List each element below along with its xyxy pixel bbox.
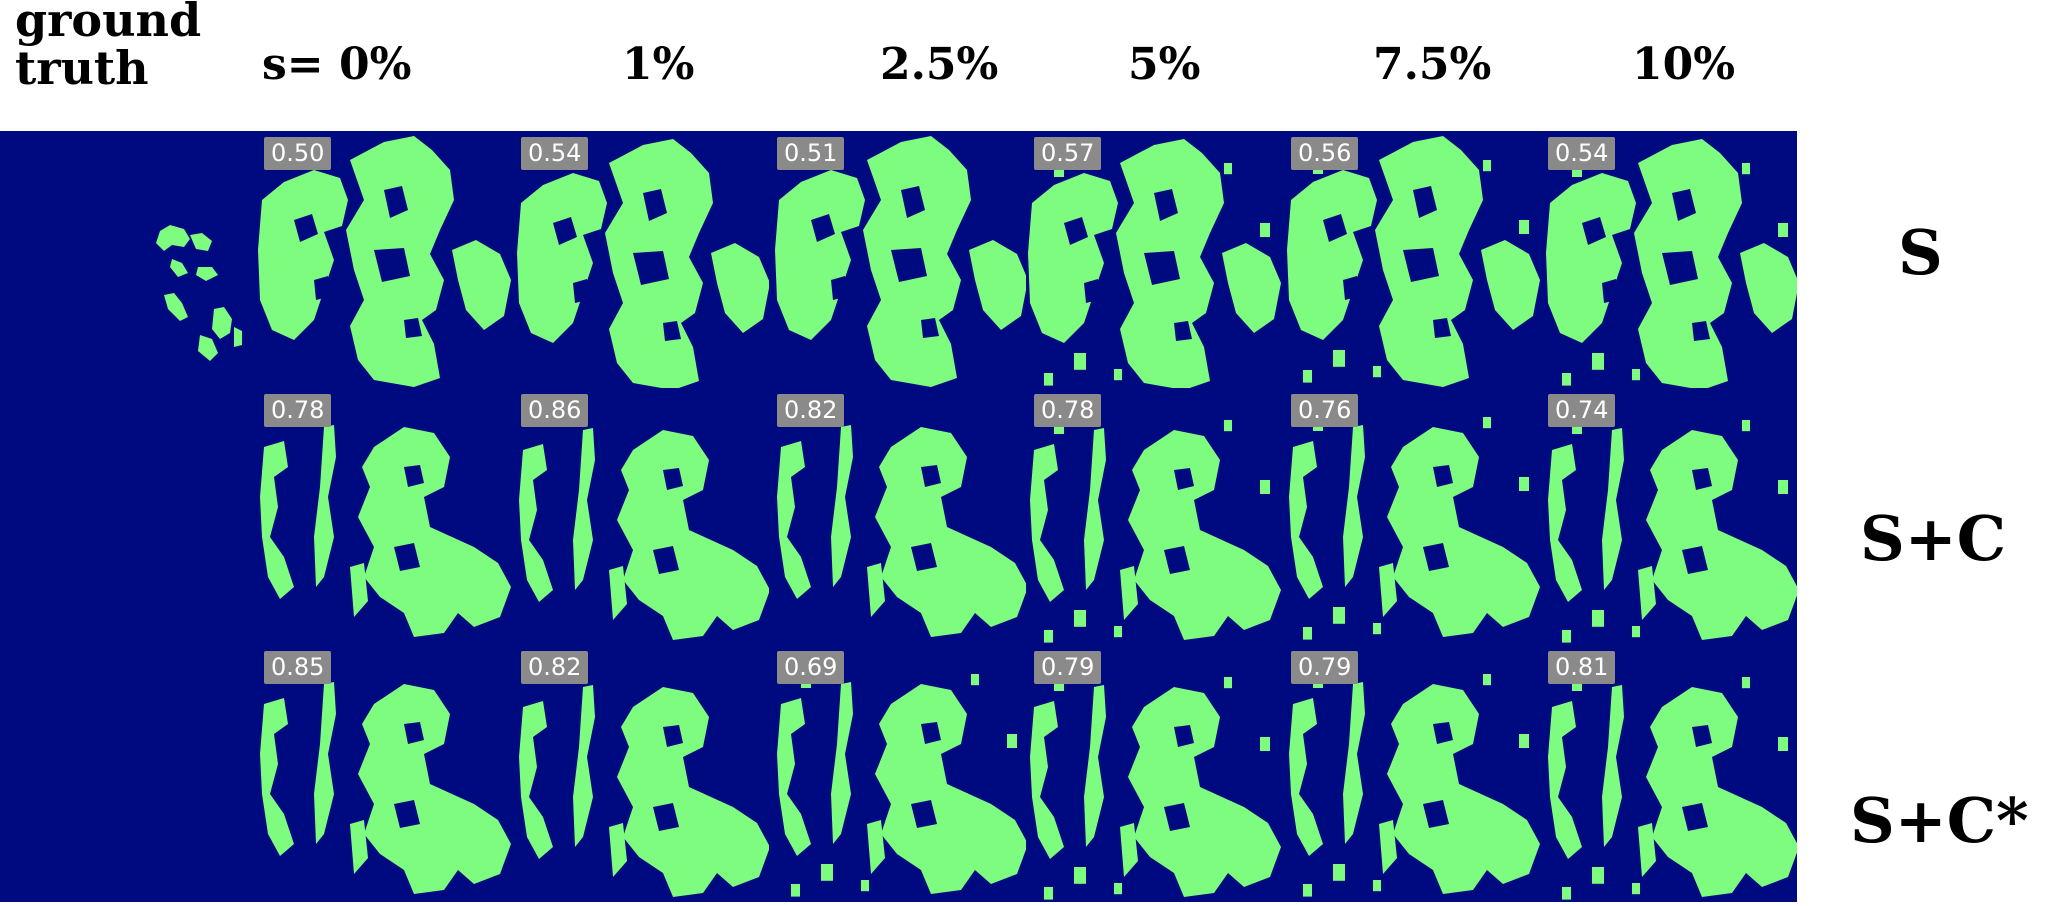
panel-r2-c2: 0.69 bbox=[769, 645, 1026, 902]
panel-r0-c5: 0.54 bbox=[1540, 131, 1797, 388]
segmentation-mask bbox=[1546, 139, 1797, 388]
panel-r0-c0: 0.50 bbox=[256, 131, 513, 388]
segmentation-mask bbox=[1289, 417, 1540, 640]
score-badge: 0.79 bbox=[1034, 651, 1102, 684]
score-badge: 0.82 bbox=[777, 394, 845, 427]
segmentation-mask bbox=[1030, 677, 1281, 900]
segmentation-mask bbox=[777, 425, 1026, 637]
segmentation-mask bbox=[260, 425, 511, 637]
panel-r0-c3: 0.57 bbox=[1026, 131, 1283, 388]
panel-r0-c1: 0.54 bbox=[513, 131, 770, 388]
row-label-2: S+C* bbox=[1850, 784, 2029, 857]
segmentation-mask bbox=[775, 136, 1026, 387]
panel-r0-c2: 0.51 bbox=[769, 131, 1026, 388]
panel-r1-c3: 0.78 bbox=[1026, 388, 1283, 645]
score-badge: 0.69 bbox=[777, 651, 845, 684]
ground-truth-label: ground truth bbox=[15, 0, 201, 92]
panel-r1-c0: 0.78 bbox=[256, 388, 513, 645]
segmentation-mask bbox=[519, 685, 770, 897]
score-badge: 0.85 bbox=[264, 651, 332, 684]
panel-r2-c5: 0.81 bbox=[1540, 645, 1797, 902]
segmentation-mask bbox=[1030, 420, 1281, 643]
panel-r2-c4: 0.79 bbox=[1283, 645, 1540, 902]
ground-truth-label-line2: truth bbox=[15, 41, 149, 95]
score-badge: 0.76 bbox=[1291, 394, 1359, 427]
score-badge: 0.81 bbox=[1548, 651, 1616, 684]
column-label-4: 7.5% bbox=[1373, 39, 1492, 90]
segmentation-mask bbox=[1289, 674, 1540, 897]
ground-truth-mask bbox=[156, 225, 242, 361]
score-badge: 0.54 bbox=[521, 137, 589, 170]
score-badge: 0.74 bbox=[1548, 394, 1616, 427]
row-label-1: S+C bbox=[1860, 502, 2007, 575]
score-badge: 0.82 bbox=[521, 651, 589, 684]
panel-r1-c4: 0.76 bbox=[1283, 388, 1540, 645]
panel-r1-c5: 0.74 bbox=[1540, 388, 1797, 645]
column-label-3: 5% bbox=[1128, 39, 1201, 90]
score-badge: 0.79 bbox=[1291, 651, 1359, 684]
score-badge: 0.56 bbox=[1291, 137, 1359, 170]
score-badge: 0.50 bbox=[264, 137, 332, 170]
segmentation-mask bbox=[260, 682, 511, 894]
segmentation-mask bbox=[1548, 677, 1797, 900]
panel-r2-c1: 0.82 bbox=[513, 645, 770, 902]
score-badge: 0.54 bbox=[1548, 137, 1616, 170]
panel-r0-c4: 0.56 bbox=[1283, 131, 1540, 388]
panel-r2-c3: 0.79 bbox=[1026, 645, 1283, 902]
segmentation-mask bbox=[519, 428, 770, 640]
column-label-1: 1% bbox=[622, 39, 695, 90]
panel-r2-c0: 0.85 bbox=[256, 645, 513, 902]
score-badge: 0.78 bbox=[1034, 394, 1102, 427]
segmentation-mask bbox=[1287, 136, 1540, 387]
segmentation-mask bbox=[1028, 139, 1281, 388]
segmentation-mask bbox=[517, 139, 770, 388]
column-label-2: 2.5% bbox=[880, 39, 999, 90]
segmentation-mask bbox=[1548, 420, 1797, 643]
score-badge: 0.86 bbox=[521, 394, 589, 427]
score-badge: 0.57 bbox=[1034, 137, 1102, 170]
panel-r1-c1: 0.86 bbox=[513, 388, 770, 645]
segmentation-mask bbox=[777, 674, 1026, 897]
segmentation-mask bbox=[258, 136, 511, 387]
ground-truth-panel bbox=[0, 131, 256, 902]
panel-r1-c2: 0.82 bbox=[769, 388, 1026, 645]
score-badge: 0.78 bbox=[264, 394, 332, 427]
column-label-5: 10% bbox=[1632, 39, 1736, 90]
ground-truth-label-line1: ground bbox=[15, 0, 202, 47]
row-label-0: S bbox=[1898, 216, 1943, 289]
score-badge: 0.51 bbox=[777, 137, 845, 170]
column-label-0: s= 0% bbox=[262, 39, 412, 90]
